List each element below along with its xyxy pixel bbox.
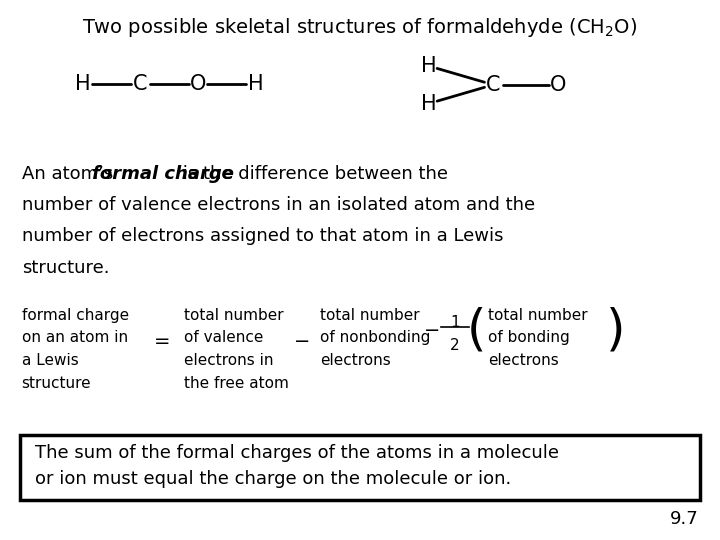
- Text: number of valence electrons in an isolated atom and the: number of valence electrons in an isolat…: [22, 196, 535, 214]
- Text: structure: structure: [22, 376, 91, 391]
- Text: O: O: [550, 75, 566, 95]
- Text: H: H: [248, 73, 264, 94]
- Text: a Lewis: a Lewis: [22, 353, 78, 368]
- Text: or ion must equal the charge on the molecule or ion.: or ion must equal the charge on the mole…: [35, 470, 510, 488]
- Text: formal charge: formal charge: [92, 165, 234, 183]
- Text: The sum of the formal charges of the atoms in a molecule: The sum of the formal charges of the ato…: [35, 444, 559, 462]
- Text: H: H: [420, 56, 436, 76]
- Text: H: H: [75, 73, 91, 94]
- Text: electrons: electrons: [488, 353, 559, 368]
- Text: =: =: [154, 332, 170, 352]
- Text: on an atom in: on an atom in: [22, 330, 127, 346]
- Text: 9.7: 9.7: [670, 510, 698, 528]
- Text: −: −: [424, 321, 440, 340]
- Text: 2: 2: [450, 339, 460, 353]
- Text: ): ): [606, 307, 626, 354]
- Text: of bonding: of bonding: [488, 330, 570, 346]
- Text: is the difference between the: is the difference between the: [177, 165, 448, 183]
- Text: C: C: [133, 73, 148, 94]
- Text: 1: 1: [450, 315, 460, 329]
- Text: total number: total number: [320, 308, 420, 323]
- Text: (: (: [467, 307, 486, 354]
- Text: −: −: [294, 332, 310, 352]
- Text: total number: total number: [488, 308, 588, 323]
- Text: structure.: structure.: [22, 259, 109, 276]
- Text: of valence: of valence: [184, 330, 263, 346]
- Text: the free atom: the free atom: [184, 376, 289, 391]
- Text: Two possible skeletal structures of formaldehyde (CH$_2$O): Two possible skeletal structures of form…: [83, 16, 637, 39]
- Text: electrons in: electrons in: [184, 353, 273, 368]
- Text: electrons: electrons: [320, 353, 391, 368]
- Text: O: O: [190, 73, 206, 94]
- Text: of nonbonding: of nonbonding: [320, 330, 431, 346]
- Text: H: H: [420, 93, 436, 114]
- Text: C: C: [486, 75, 500, 95]
- Text: An atom’s: An atom’s: [22, 165, 119, 183]
- FancyBboxPatch shape: [20, 435, 700, 500]
- Text: number of electrons assigned to that atom in a Lewis: number of electrons assigned to that ato…: [22, 227, 503, 245]
- Text: formal charge: formal charge: [22, 308, 129, 323]
- Text: total number: total number: [184, 308, 283, 323]
